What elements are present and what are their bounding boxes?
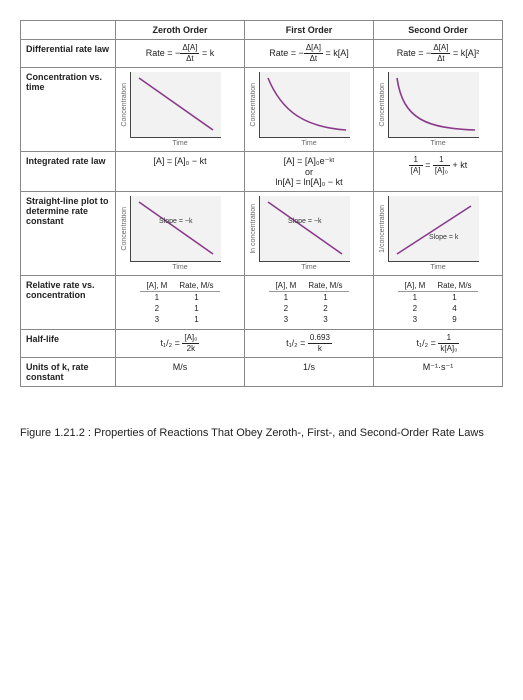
row-relrate: Relative rate vs. concentration [A], MRa… xyxy=(21,276,503,330)
label-relrate: Relative rate vs. concentration xyxy=(21,276,116,330)
graph-first-conc: Concentration Time xyxy=(245,68,374,152)
header-row: Zeroth Order First Order Second Order xyxy=(21,21,503,40)
relrate-second-table: [A], MRate, M/s 11 24 39 xyxy=(398,280,477,325)
half-zeroth: t₁/₂ = [A]₀2k xyxy=(116,330,245,358)
units-zeroth: M/s xyxy=(116,358,245,387)
rate-law-table: Zeroth Order First Order Second Order Di… xyxy=(20,20,503,387)
slplot-zeroth: Concentration Slope = −k Time xyxy=(116,192,245,276)
header-zeroth: Zeroth Order xyxy=(116,21,245,40)
int-first: [A] = [A]₀e⁻ᵏᵗ or ln[A] = ln[A]₀ − kt xyxy=(245,152,374,192)
half-first: t₁/₂ = 0.693k xyxy=(245,330,374,358)
half-second: t₁/₂ = 1k[A]₀ xyxy=(374,330,503,358)
int-zeroth: [A] = [A]₀ − kt xyxy=(116,152,245,192)
slplot-first: ln concentration Slope = −k Time xyxy=(245,192,374,276)
label-units: Units of k, rate constant xyxy=(21,358,116,387)
header-first: First Order xyxy=(245,21,374,40)
label-integrated: Integrated rate law xyxy=(21,152,116,192)
relrate-second: [A], MRate, M/s 11 24 39 xyxy=(374,276,503,330)
row-units: Units of k, rate constant M/s 1/s M⁻¹·s⁻… xyxy=(21,358,503,387)
diff-second: Rate = −Δ[A]Δt = k[A]² xyxy=(374,40,503,68)
row-differential: Differential rate law Rate = −Δ[A]Δt = k… xyxy=(21,40,503,68)
units-first: 1/s xyxy=(245,358,374,387)
label-slplot: Straight-line plot to determine rate con… xyxy=(21,192,116,276)
slplot-second: 1/concentration Slope = k Time xyxy=(374,192,503,276)
row-integrated: Integrated rate law [A] = [A]₀ − kt [A] … xyxy=(21,152,503,192)
int-second: 1[A] = 1[A]₀ + kt xyxy=(374,152,503,192)
relrate-zeroth-table: [A], MRate, M/s 11 21 31 xyxy=(140,280,219,325)
label-halflife: Half-life xyxy=(21,330,116,358)
label-differential: Differential rate law xyxy=(21,40,116,68)
row-slplot: Straight-line plot to determine rate con… xyxy=(21,192,503,276)
graph-zeroth-conc: Concentration Time xyxy=(116,68,245,152)
row-halflife: Half-life t₁/₂ = [A]₀2k t₁/₂ = 0.693k t₁… xyxy=(21,330,503,358)
relrate-first-table: [A], MRate, M/s 11 22 33 xyxy=(269,280,348,325)
header-second: Second Order xyxy=(374,21,503,40)
label-conc-time: Concentration vs. time xyxy=(21,68,116,152)
figure-caption: Figure 1.21.2 : Properties of Reactions … xyxy=(20,427,503,439)
row-conc-time: Concentration vs. time Concentration Tim… xyxy=(21,68,503,152)
relrate-zeroth: [A], MRate, M/s 11 21 31 xyxy=(116,276,245,330)
diff-first: Rate = −Δ[A]Δt = k[A] xyxy=(245,40,374,68)
header-blank xyxy=(21,21,116,40)
units-second: M⁻¹·s⁻¹ xyxy=(374,358,503,387)
diff-zeroth: Rate = −Δ[A]Δt = k xyxy=(116,40,245,68)
graph-second-conc: Concentration Time xyxy=(374,68,503,152)
relrate-first: [A], MRate, M/s 11 22 33 xyxy=(245,276,374,330)
